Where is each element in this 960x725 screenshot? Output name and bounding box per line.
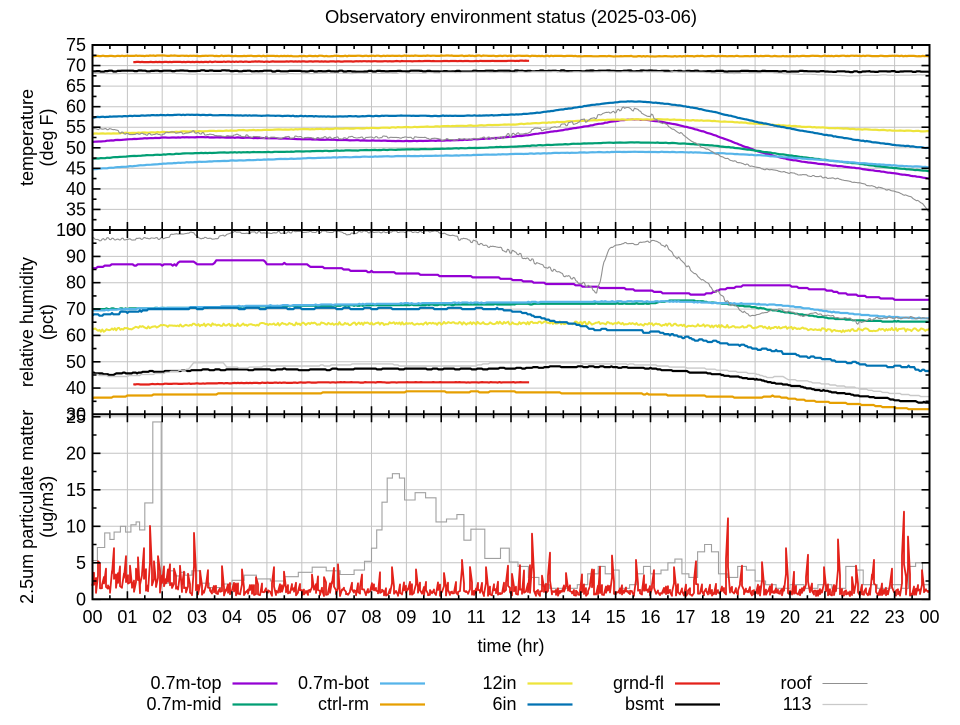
svg-text:60: 60 (66, 325, 86, 345)
svg-text:ctrl-rm: ctrl-rm (318, 694, 369, 714)
svg-text:15: 15 (66, 480, 86, 500)
svg-text:100: 100 (56, 220, 86, 240)
svg-text:50: 50 (66, 138, 86, 158)
svg-text:35: 35 (66, 199, 86, 219)
svg-text:21: 21 (815, 607, 835, 627)
svg-text:45: 45 (66, 158, 86, 178)
svg-text:90: 90 (66, 246, 86, 266)
svg-text:Observatory environment status: Observatory environment status (2025-03-… (325, 6, 697, 27)
svg-text:0.7m-mid: 0.7m-mid (146, 694, 221, 714)
svg-text:15: 15 (606, 607, 626, 627)
svg-text:40: 40 (66, 378, 86, 398)
svg-text:14: 14 (571, 607, 591, 627)
svg-text:11: 11 (467, 607, 486, 627)
svg-text:10: 10 (66, 516, 86, 536)
svg-text:relative humidity: relative humidity (17, 257, 37, 387)
svg-text:08: 08 (361, 607, 381, 627)
svg-text:40: 40 (66, 179, 86, 199)
svg-text:00: 00 (82, 607, 102, 627)
svg-text:19: 19 (745, 607, 765, 627)
svg-text:(pct): (pct) (37, 304, 57, 340)
svg-text:00: 00 (919, 607, 939, 627)
svg-text:25: 25 (66, 407, 86, 427)
svg-text:0.7m-bot: 0.7m-bot (298, 673, 369, 693)
svg-text:13: 13 (536, 607, 556, 627)
svg-text:20: 20 (780, 607, 800, 627)
svg-text:time (hr): time (hr) (478, 636, 545, 656)
svg-text:0: 0 (76, 589, 86, 609)
svg-text:23: 23 (885, 607, 905, 627)
svg-text:5: 5 (76, 553, 86, 573)
svg-text:70: 70 (66, 299, 86, 319)
svg-text:bsmt: bsmt (625, 694, 664, 714)
svg-text:06: 06 (292, 607, 312, 627)
svg-text:09: 09 (396, 607, 416, 627)
svg-text:22: 22 (850, 607, 870, 627)
svg-text:18: 18 (710, 607, 730, 627)
svg-text:roof: roof (780, 673, 812, 693)
svg-text:02: 02 (152, 607, 172, 627)
svg-text:10: 10 (431, 607, 451, 627)
svg-text:50: 50 (66, 352, 86, 372)
svg-text:70: 70 (66, 56, 86, 76)
svg-text:75: 75 (66, 35, 86, 55)
svg-text:(ug/m3): (ug/m3) (37, 476, 57, 538)
svg-text:6in: 6in (492, 694, 516, 714)
svg-text:04: 04 (222, 607, 242, 627)
svg-text:30: 30 (66, 404, 86, 424)
svg-text:80: 80 (66, 273, 86, 293)
svg-text:16: 16 (640, 607, 660, 627)
svg-text:65: 65 (66, 76, 86, 96)
svg-text:temperature: temperature (17, 89, 37, 186)
svg-text:05: 05 (257, 607, 277, 627)
svg-text:30: 30 (66, 220, 86, 240)
svg-text:07: 07 (327, 607, 347, 627)
svg-text:grnd-fl: grnd-fl (613, 673, 664, 693)
svg-text:01: 01 (117, 607, 137, 627)
svg-text:12: 12 (501, 607, 521, 627)
svg-text:60: 60 (66, 97, 86, 117)
svg-text:(deg F): (deg F) (37, 108, 57, 166)
svg-text:55: 55 (66, 117, 86, 137)
svg-text:113: 113 (783, 694, 812, 714)
svg-text:20: 20 (66, 443, 86, 463)
svg-text:0.7m-top: 0.7m-top (150, 673, 221, 693)
svg-text:17: 17 (675, 607, 695, 627)
svg-text:12in: 12in (482, 673, 516, 693)
svg-text:03: 03 (187, 607, 207, 627)
svg-text:2.5um particulate matter: 2.5um particulate matter (17, 410, 37, 604)
